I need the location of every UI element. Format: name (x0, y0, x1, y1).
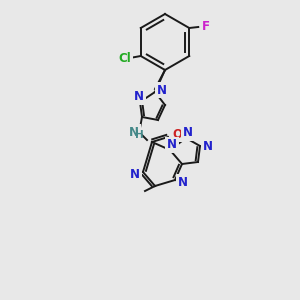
Text: N: N (203, 140, 213, 152)
Text: N: N (130, 167, 140, 181)
Text: Cl: Cl (118, 52, 131, 65)
Text: H: H (135, 130, 143, 140)
Text: N: N (178, 176, 188, 188)
Text: N: N (167, 139, 177, 152)
Text: F: F (202, 20, 210, 32)
Text: N: N (183, 127, 193, 140)
Text: N: N (157, 83, 167, 97)
Text: N: N (134, 91, 144, 103)
Text: N: N (129, 125, 139, 139)
Text: O: O (172, 128, 182, 140)
